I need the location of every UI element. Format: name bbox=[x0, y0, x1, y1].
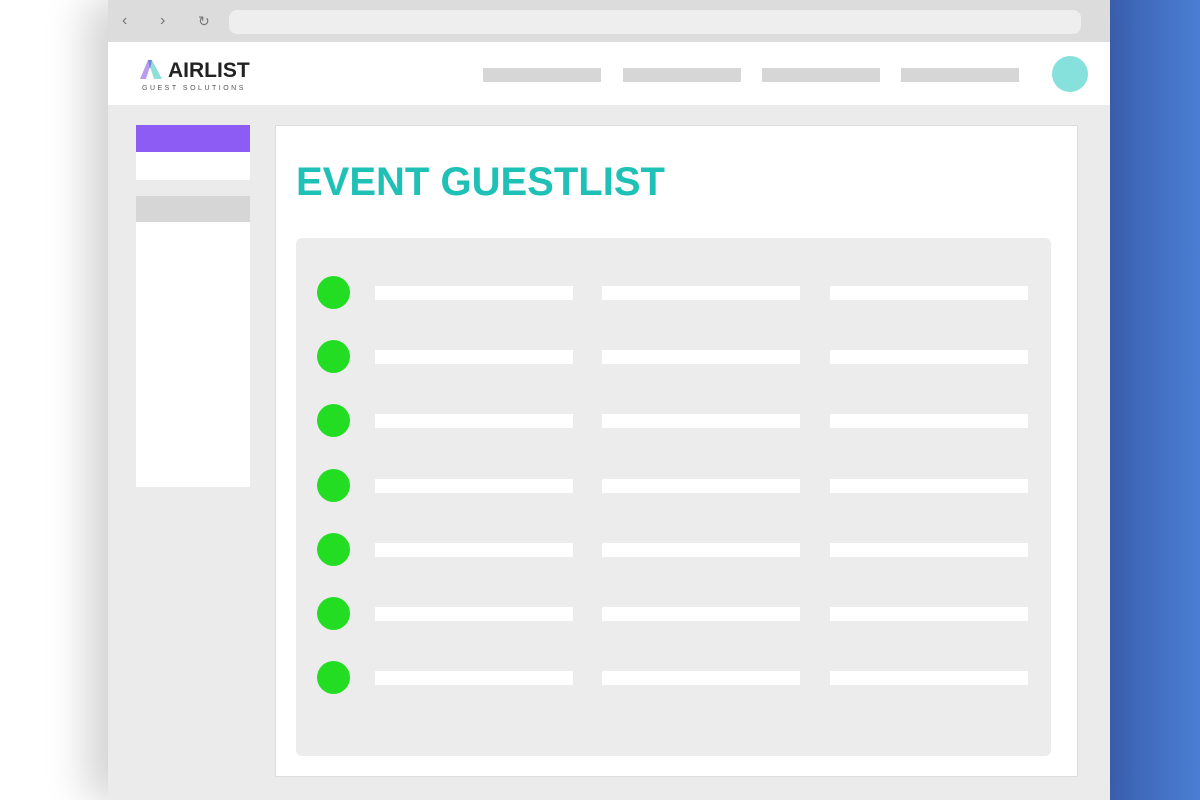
logo-mark-icon bbox=[140, 60, 162, 79]
browser-window: ‹ › ↻ AIRLIST GUEST SOLUTIONS EVENT GUES… bbox=[108, 0, 1110, 800]
placeholder-cell bbox=[830, 286, 1028, 300]
placeholder-cell bbox=[602, 671, 800, 686]
placeholder-cell bbox=[602, 478, 800, 493]
app-header: AIRLIST GUEST SOLUTIONS bbox=[108, 42, 1110, 105]
avatar[interactable] bbox=[1052, 56, 1088, 92]
placeholder-cell bbox=[830, 542, 1028, 557]
placeholder-cell bbox=[375, 414, 573, 429]
status-dot-icon bbox=[317, 661, 350, 695]
placeholder-cell bbox=[830, 671, 1028, 686]
status-dot-icon bbox=[317, 276, 350, 309]
address-bar[interactable] bbox=[229, 10, 1081, 34]
placeholder-cell bbox=[375, 286, 573, 300]
placeholder-cell bbox=[375, 478, 573, 493]
sidebar-panel bbox=[136, 222, 250, 487]
placeholder-cell bbox=[602, 350, 800, 365]
placeholder-cell bbox=[602, 607, 800, 621]
placeholder-cell bbox=[375, 350, 573, 365]
guest-row[interactable] bbox=[296, 597, 1051, 631]
placeholder-cell bbox=[830, 478, 1028, 493]
nav-item[interactable] bbox=[483, 68, 601, 82]
placeholder-cell bbox=[375, 542, 573, 557]
page-title: EVENT GUESTLIST bbox=[296, 160, 665, 204]
chevron-right-icon[interactable]: › bbox=[160, 12, 166, 29]
sidebar-item[interactable] bbox=[136, 152, 250, 180]
brand-name: AIRLIST bbox=[168, 59, 250, 82]
status-dot-icon bbox=[317, 404, 350, 438]
placeholder-cell bbox=[830, 414, 1028, 429]
guest-row[interactable] bbox=[296, 404, 1051, 438]
placeholder-cell bbox=[830, 350, 1028, 365]
brand-tagline: GUEST SOLUTIONS bbox=[142, 85, 246, 92]
placeholder-cell bbox=[602, 542, 800, 557]
nav-item[interactable] bbox=[901, 68, 1019, 82]
status-dot-icon bbox=[317, 597, 350, 630]
guest-row[interactable] bbox=[296, 468, 1051, 503]
guest-row[interactable] bbox=[296, 661, 1051, 695]
sidebar-item-active[interactable] bbox=[136, 125, 250, 152]
browser-toolbar: ‹ › ↻ bbox=[108, 0, 1110, 42]
placeholder-cell bbox=[375, 671, 573, 686]
placeholder-cell bbox=[602, 414, 800, 429]
reload-icon[interactable]: ↻ bbox=[198, 13, 210, 29]
guest-list bbox=[296, 238, 1051, 756]
chevron-left-icon[interactable]: ‹ bbox=[122, 12, 128, 29]
nav-item[interactable] bbox=[623, 68, 741, 82]
placeholder-cell bbox=[602, 286, 800, 300]
status-dot-icon bbox=[317, 340, 350, 374]
status-dot-icon bbox=[317, 468, 350, 502]
guest-row[interactable] bbox=[296, 340, 1051, 374]
sidebar-item[interactable] bbox=[136, 196, 250, 222]
guest-row[interactable] bbox=[296, 276, 1051, 310]
placeholder-cell bbox=[830, 607, 1028, 621]
main-card: EVENT GUESTLIST bbox=[275, 125, 1078, 777]
status-dot-icon bbox=[317, 532, 350, 566]
placeholder-cell bbox=[375, 607, 573, 621]
nav-item[interactable] bbox=[762, 68, 880, 82]
guest-row[interactable] bbox=[296, 532, 1051, 567]
background-gradient bbox=[1110, 0, 1200, 800]
